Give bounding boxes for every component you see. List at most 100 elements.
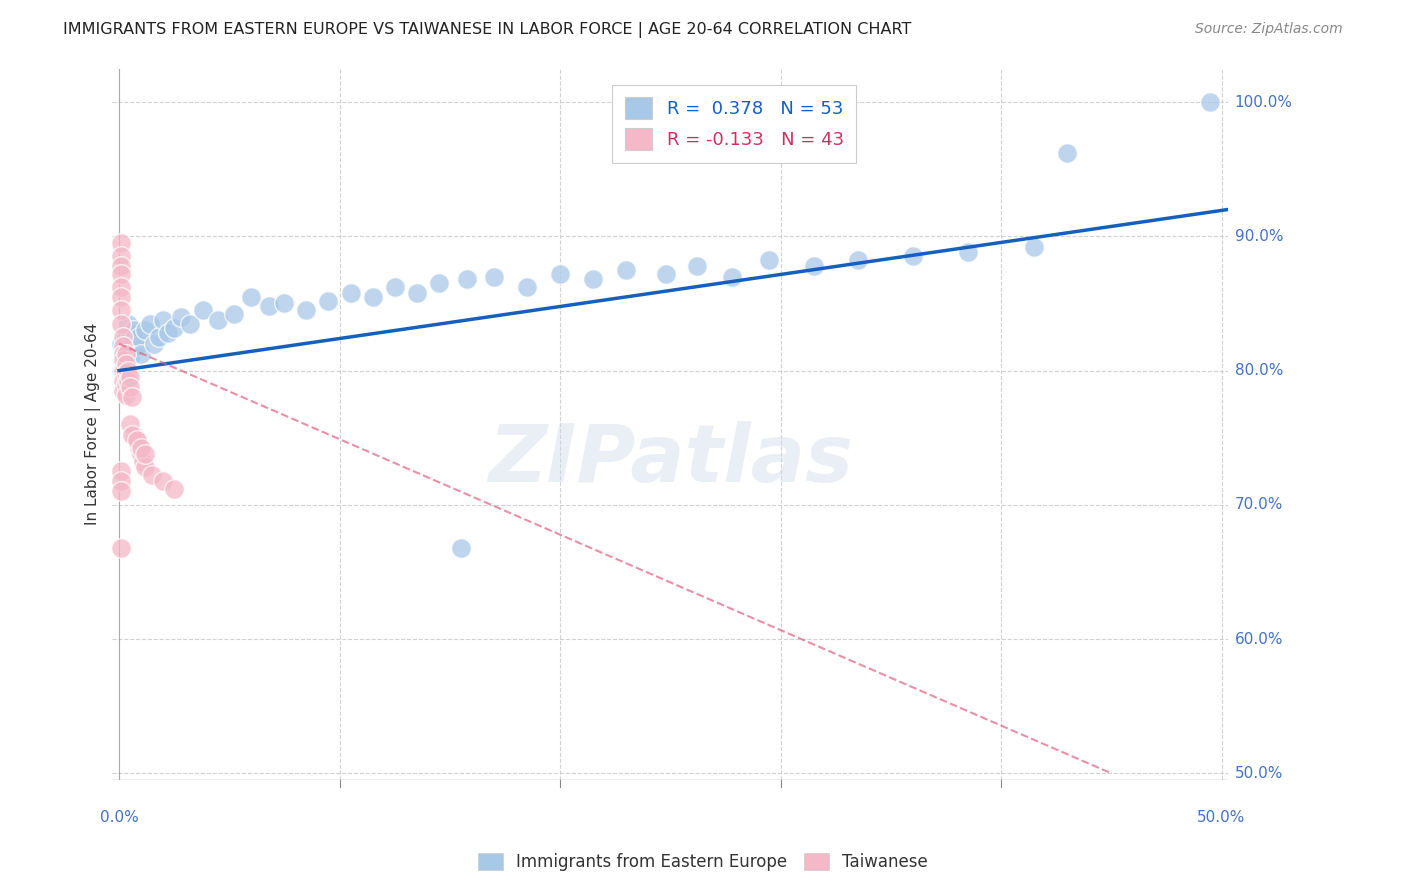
Point [170,310,193,324]
Point [139,317,162,331]
Point [118,350,141,364]
Point [361,290,384,304]
Point [110,290,132,304]
Text: 50.0%: 50.0% [1198,810,1246,824]
Point [110,235,132,250]
Point [112,330,135,344]
Text: 70.0%: 70.0% [1234,497,1284,512]
Text: ZIPatlas: ZIPatlas [488,421,853,499]
Point [125,434,148,448]
Point [114,388,136,402]
Point [112,347,135,361]
Point [129,442,152,456]
Point [156,326,179,340]
Point [134,460,156,475]
Text: 100.0%: 100.0% [1234,95,1292,110]
Point [548,267,571,281]
Point [179,317,201,331]
Point [114,352,136,367]
Point [121,334,143,348]
Point [110,464,132,478]
Point [191,303,214,318]
Point [114,376,136,391]
Point [110,541,132,555]
Point [655,267,678,281]
Point [110,303,132,318]
Point [1022,240,1045,254]
Point [112,363,135,377]
Point [110,484,132,499]
Point [121,428,143,442]
Point [110,280,132,294]
Point [152,474,174,488]
Point [118,379,141,393]
Legend: Immigrants from Eastern Europe, Taiwanese: Immigrants from Eastern Europe, Taiwanes… [470,845,936,880]
Text: 80.0%: 80.0% [1234,363,1284,378]
Point [456,272,478,286]
Point [956,245,979,260]
Point [143,336,166,351]
Point [125,434,148,448]
Text: IMMIGRANTS FROM EASTERN EUROPE VS TAIWANESE IN LABOR FORCE | AGE 20-64 CORRELATI: IMMIGRANTS FROM EASTERN EUROPE VS TAIWAN… [63,22,911,38]
Point [124,323,146,337]
Point [112,384,135,398]
Point [582,272,605,286]
Point [482,269,505,284]
Point [152,312,174,326]
Point [450,541,472,555]
Point [427,277,450,291]
Text: 60.0%: 60.0% [1234,632,1284,647]
Point [1056,146,1078,161]
Point [163,320,186,334]
Point [118,417,141,432]
Point [125,339,148,353]
Point [118,370,141,384]
Point [112,374,135,388]
Point [134,447,156,461]
Point [128,330,150,344]
Point [758,253,780,268]
Text: 50.0%: 50.0% [1234,765,1284,780]
Point [110,474,132,488]
Text: Source: ZipAtlas.com: Source: ZipAtlas.com [1195,22,1343,37]
Point [114,347,136,361]
Point [721,269,744,284]
Point [112,352,135,367]
Point [614,263,637,277]
Point [110,317,132,331]
Point [273,296,295,310]
Point [117,374,139,388]
Point [134,323,156,337]
Point [686,259,709,273]
Point [901,250,924,264]
Point [117,317,139,331]
Point [124,428,146,442]
Text: 90.0%: 90.0% [1234,229,1284,244]
Point [112,347,135,361]
Point [114,357,136,371]
Point [114,330,136,344]
Point [257,299,280,313]
Point [141,468,163,483]
Point [207,312,229,326]
Point [129,447,152,461]
Point [128,442,150,456]
Point [117,343,139,358]
Point [110,267,132,281]
Point [516,280,538,294]
Point [129,347,152,361]
Point [318,293,340,308]
Text: 0.0%: 0.0% [100,810,138,824]
Point [118,326,141,340]
Point [295,303,318,318]
Point [1199,95,1222,109]
Point [117,363,139,377]
Point [405,285,427,300]
Point [114,366,136,380]
Point [222,307,245,321]
Point [110,250,132,264]
Y-axis label: In Labor Force | Age 20-64: In Labor Force | Age 20-64 [86,323,101,525]
Point [803,259,825,273]
Point [110,259,132,273]
Point [339,285,361,300]
